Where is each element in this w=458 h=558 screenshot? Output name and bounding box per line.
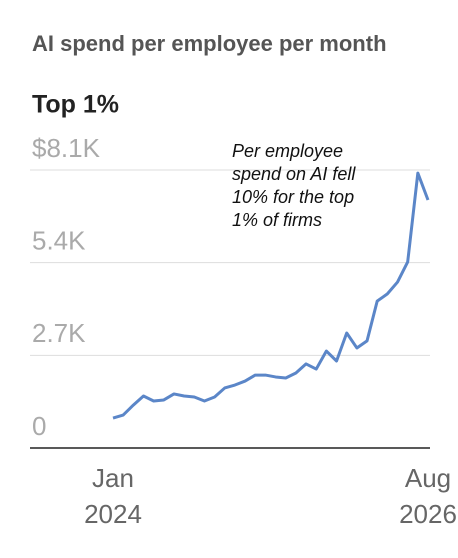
chart-title: AI spend per employee per month — [32, 31, 387, 56]
y-tick-label: $8.1K — [32, 133, 101, 163]
chart-subtitle: Top 1% — [32, 91, 119, 119]
annotation: 1% of firms — [232, 210, 322, 230]
y-tick-label: 2.7K — [32, 318, 86, 348]
annotation: 10% for the top — [232, 187, 354, 207]
x-tick-label: Jan 2024 — [84, 463, 142, 529]
y-tick-label: 5.4K — [32, 226, 86, 256]
data-line — [112, 171, 430, 420]
annotation: Per employee — [232, 141, 343, 161]
x-tick-label: Aug 2026 — [399, 463, 457, 529]
y-tick-label: 0 — [32, 411, 46, 441]
annotation: spend on AI fell — [232, 164, 356, 184]
